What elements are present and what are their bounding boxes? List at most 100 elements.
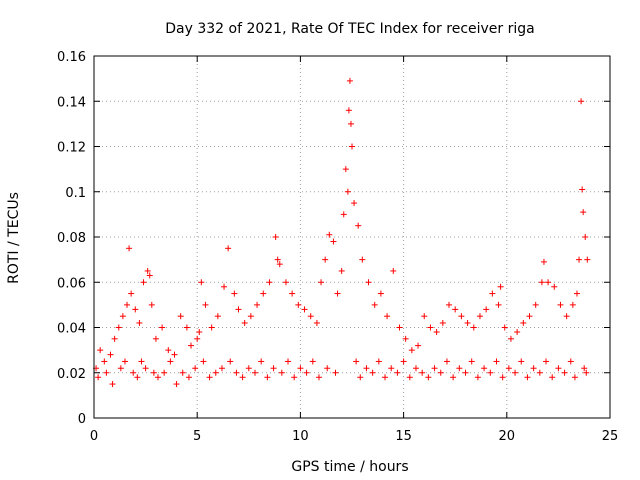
data-point — [119, 313, 126, 320]
data-point — [538, 279, 545, 286]
data-point — [543, 358, 550, 365]
data-point — [130, 369, 137, 376]
data-point — [433, 329, 440, 336]
data-point — [144, 267, 151, 274]
data-point — [126, 245, 133, 252]
data-point — [334, 290, 341, 297]
data-point — [138, 358, 145, 365]
data-point — [101, 358, 108, 365]
data-point — [483, 306, 490, 313]
data-point — [115, 324, 122, 331]
data-point — [278, 369, 285, 376]
data-point — [431, 365, 438, 372]
data-point — [264, 374, 271, 381]
y-tick-label: 0.08 — [57, 231, 86, 246]
data-point — [468, 358, 475, 365]
y-tick-label: 0.04 — [57, 322, 86, 337]
data-point — [245, 365, 252, 372]
data-point — [338, 267, 345, 274]
data-point — [173, 381, 180, 388]
data-point — [161, 369, 168, 376]
y-tick-label: 0.06 — [57, 276, 86, 291]
data-point — [171, 351, 178, 358]
data-point — [140, 279, 147, 286]
y-tick-label: 0 — [78, 412, 86, 427]
data-point — [579, 186, 586, 193]
data-point — [567, 358, 574, 365]
data-point — [218, 365, 225, 372]
data-point — [214, 313, 221, 320]
data-point — [501, 324, 508, 331]
data-point — [557, 301, 564, 308]
data-point — [365, 279, 372, 286]
data-point — [301, 306, 308, 313]
data-point — [382, 374, 389, 381]
data-point — [121, 358, 128, 365]
data-point — [330, 238, 337, 245]
data-point — [342, 166, 349, 173]
data-point — [458, 313, 465, 320]
data-point — [254, 301, 261, 308]
data-point — [571, 374, 578, 381]
data-point — [439, 319, 446, 326]
data-point — [400, 358, 407, 365]
data-point — [291, 374, 298, 381]
data-point — [581, 365, 588, 372]
data-point — [221, 283, 228, 290]
data-point — [272, 234, 279, 240]
data-point — [326, 231, 333, 238]
data-point — [251, 369, 258, 376]
data-point — [450, 374, 457, 381]
data-point — [227, 358, 234, 365]
data-point — [419, 369, 426, 376]
data-point — [128, 290, 135, 297]
data-point — [194, 335, 201, 342]
x-tick-label: 25 — [602, 429, 619, 444]
data-point — [493, 358, 500, 365]
data-point — [212, 369, 219, 376]
data-point — [532, 301, 539, 308]
chart-title: Day 332 of 2021, Rate Of TEC Index for r… — [165, 21, 534, 37]
data-point — [573, 290, 580, 297]
data-point — [313, 319, 320, 326]
data-point — [394, 369, 401, 376]
data-point — [95, 374, 102, 381]
data-point — [524, 374, 531, 381]
data-point — [107, 351, 114, 358]
data-point — [540, 258, 547, 265]
data-point — [415, 342, 422, 349]
data-point — [526, 313, 533, 320]
data-point — [580, 209, 587, 216]
data-point — [142, 365, 149, 372]
data-point — [402, 335, 409, 342]
y-tick-label: 0.02 — [57, 367, 86, 382]
data-point — [456, 365, 463, 372]
data-point — [536, 369, 543, 376]
data-point — [499, 374, 506, 381]
data-point — [177, 313, 184, 320]
data-point — [470, 324, 477, 331]
data-point — [266, 279, 273, 286]
y-tick-label: 0.16 — [57, 50, 86, 65]
data-point — [582, 234, 589, 240]
data-point — [109, 381, 116, 388]
data-point — [103, 369, 110, 376]
data-point — [307, 313, 314, 320]
data-point — [464, 319, 471, 326]
data-point — [583, 369, 590, 376]
data-point — [555, 365, 562, 372]
data-point — [347, 120, 354, 127]
data-point — [551, 283, 558, 290]
data-point — [357, 374, 364, 381]
data-point — [561, 369, 568, 376]
data-point — [377, 290, 384, 297]
data-point — [154, 374, 161, 381]
data-point — [315, 374, 322, 381]
data-point — [192, 365, 199, 372]
data-point — [375, 358, 382, 365]
data-point — [481, 365, 488, 372]
data-point — [167, 358, 174, 365]
data-point — [408, 347, 415, 354]
